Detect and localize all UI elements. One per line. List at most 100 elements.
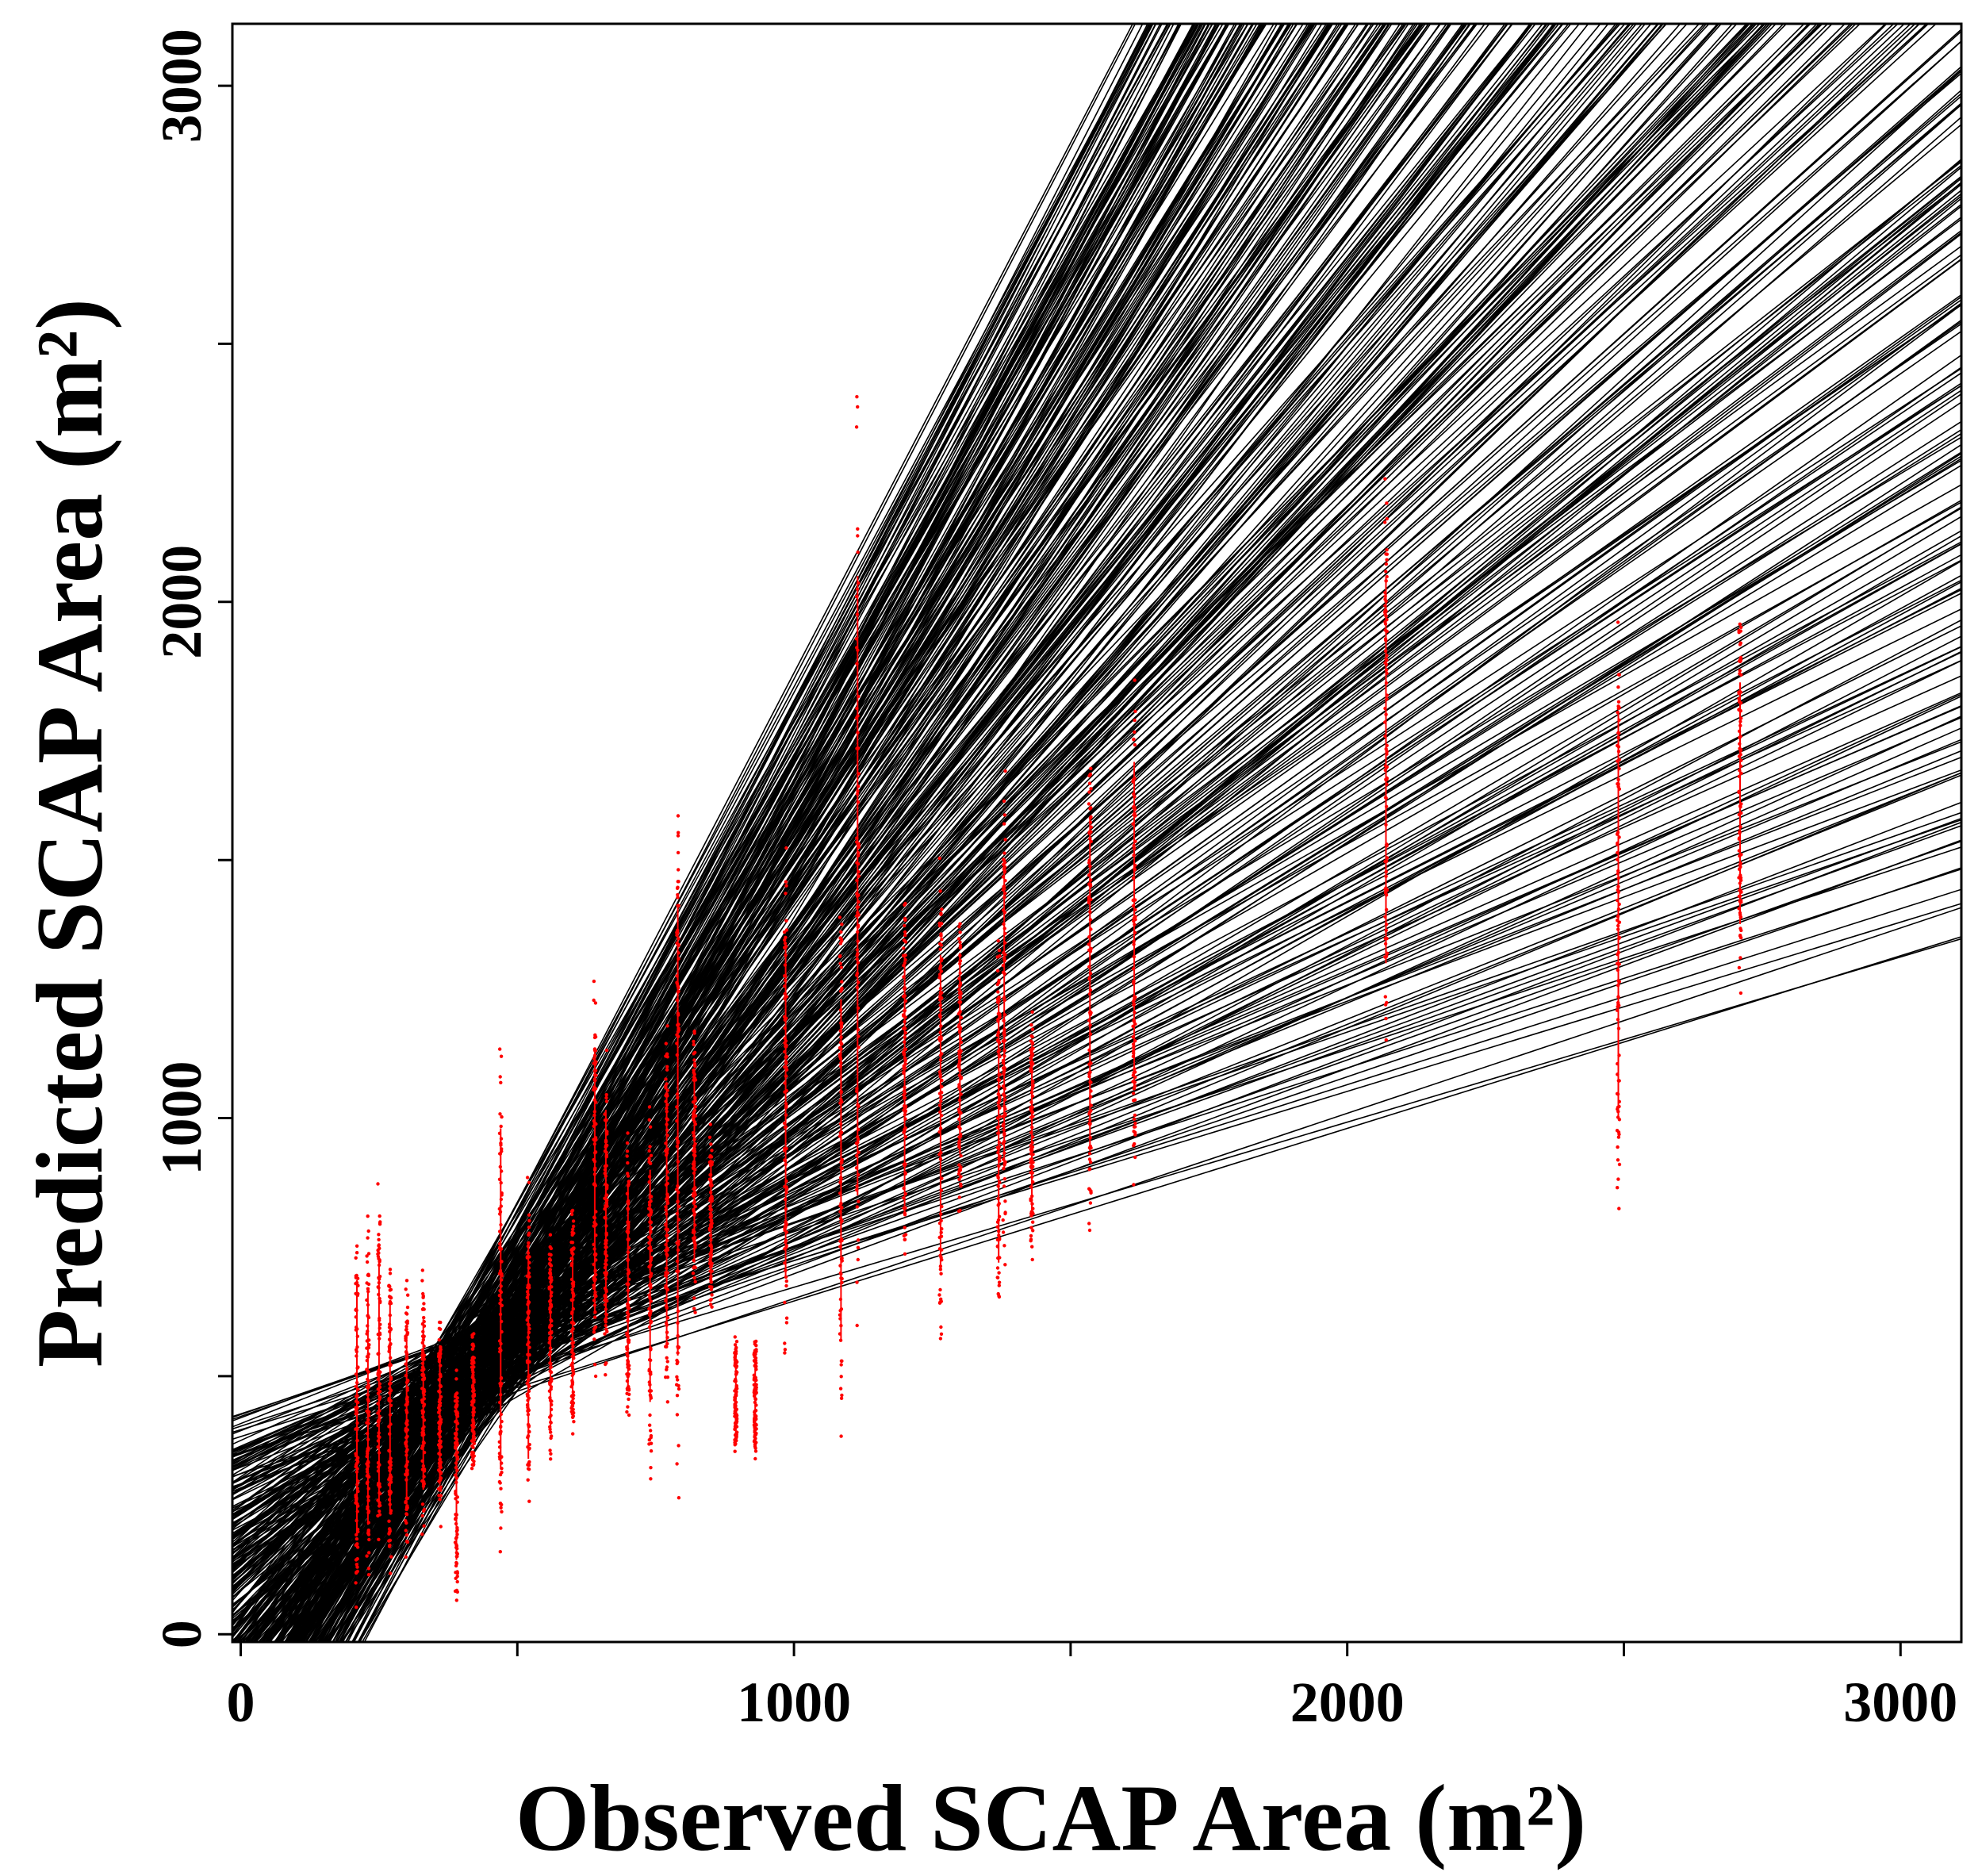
regression-line <box>341 24 1246 1642</box>
data-point <box>939 943 944 947</box>
data-point <box>1002 851 1006 855</box>
regression-line <box>315 24 1419 1642</box>
data-point <box>592 998 596 1003</box>
data-point <box>838 942 843 946</box>
data-point <box>1089 1191 1093 1195</box>
data-point <box>1003 838 1007 842</box>
data-point <box>995 1266 1000 1270</box>
data-point <box>1089 1160 1093 1164</box>
data-point <box>676 814 680 818</box>
data-point <box>710 1293 714 1297</box>
data-point <box>571 1219 576 1223</box>
data-point <box>839 1375 843 1379</box>
data-point <box>677 831 680 834</box>
point-column <box>1382 477 1390 1042</box>
data-point <box>1001 1230 1006 1234</box>
data-point <box>455 1396 459 1400</box>
data-point <box>784 892 788 896</box>
data-point <box>1739 625 1743 629</box>
regression-lines-group <box>232 24 1961 1642</box>
data-point <box>664 1042 668 1045</box>
data-point <box>957 1169 961 1173</box>
regression-line <box>284 24 1168 1642</box>
data-point <box>1087 781 1092 785</box>
data-point <box>604 1324 608 1328</box>
regression-line <box>328 24 1209 1642</box>
data-point <box>570 1208 575 1213</box>
data-point <box>470 1343 474 1347</box>
point-column <box>420 1268 427 1536</box>
data-point <box>470 1335 474 1339</box>
data-point <box>366 1229 370 1233</box>
data-point <box>647 1149 651 1153</box>
data-point <box>388 1272 393 1276</box>
data-point <box>665 1356 669 1360</box>
data-point <box>1088 1201 1093 1205</box>
data-point <box>592 1330 596 1334</box>
regression-line <box>252 24 1249 1642</box>
data-point <box>691 1272 696 1276</box>
data-point <box>389 1555 393 1559</box>
regression-line <box>328 24 1339 1642</box>
point-column <box>752 1339 758 1461</box>
data-point <box>1030 1245 1034 1249</box>
data-point <box>500 1114 504 1119</box>
data-point <box>571 1227 575 1232</box>
data-point <box>439 1327 443 1331</box>
data-point <box>498 1075 502 1079</box>
data-point <box>693 1064 697 1068</box>
data-point <box>1133 1121 1137 1126</box>
data-point <box>649 1449 654 1453</box>
data-point <box>957 1177 961 1182</box>
data-point <box>420 1307 425 1311</box>
data-point <box>498 1472 503 1477</box>
data-point <box>1616 1158 1620 1162</box>
data-point <box>958 1208 962 1213</box>
regression-line <box>323 24 1157 1642</box>
data-point <box>525 1176 530 1180</box>
data-point <box>1132 1091 1136 1095</box>
data-point <box>959 1182 963 1187</box>
data-point <box>627 1392 631 1397</box>
data-point <box>526 1478 530 1482</box>
data-point <box>571 1224 576 1229</box>
data-point <box>1738 991 1743 996</box>
data-point <box>454 1392 458 1397</box>
data-point <box>626 1161 630 1165</box>
data-point <box>355 1563 358 1567</box>
data-point <box>625 1149 630 1153</box>
data-point <box>1003 1263 1007 1267</box>
point-column <box>733 1335 739 1453</box>
data-point <box>387 1532 391 1536</box>
data-point <box>498 1550 502 1554</box>
data-point <box>753 1446 757 1450</box>
data-point <box>626 1172 630 1176</box>
data-point <box>752 1440 757 1444</box>
data-point <box>570 1415 575 1420</box>
data-point <box>604 1092 608 1097</box>
x-tick-label: 0 <box>227 1671 255 1734</box>
data-point <box>903 1237 907 1241</box>
data-point <box>996 938 1000 943</box>
regression-line <box>322 24 1221 1642</box>
data-point <box>959 1154 963 1158</box>
data-point <box>366 1252 371 1256</box>
point-column <box>592 979 598 1379</box>
data-point <box>436 1487 441 1491</box>
data-point <box>1385 558 1389 562</box>
data-point <box>527 1226 531 1230</box>
data-point <box>997 996 1001 999</box>
data-point <box>692 1296 696 1300</box>
data-point <box>378 1246 381 1251</box>
data-point <box>354 1256 358 1260</box>
data-point <box>378 1214 381 1218</box>
data-point <box>1031 1229 1035 1233</box>
data-point <box>500 1510 504 1514</box>
data-point <box>527 1231 531 1235</box>
point-column <box>1001 769 1007 1267</box>
data-point <box>1384 570 1388 574</box>
data-point <box>675 1413 680 1417</box>
data-point <box>1087 802 1091 806</box>
data-point <box>1087 1168 1091 1172</box>
data-point <box>677 868 680 872</box>
